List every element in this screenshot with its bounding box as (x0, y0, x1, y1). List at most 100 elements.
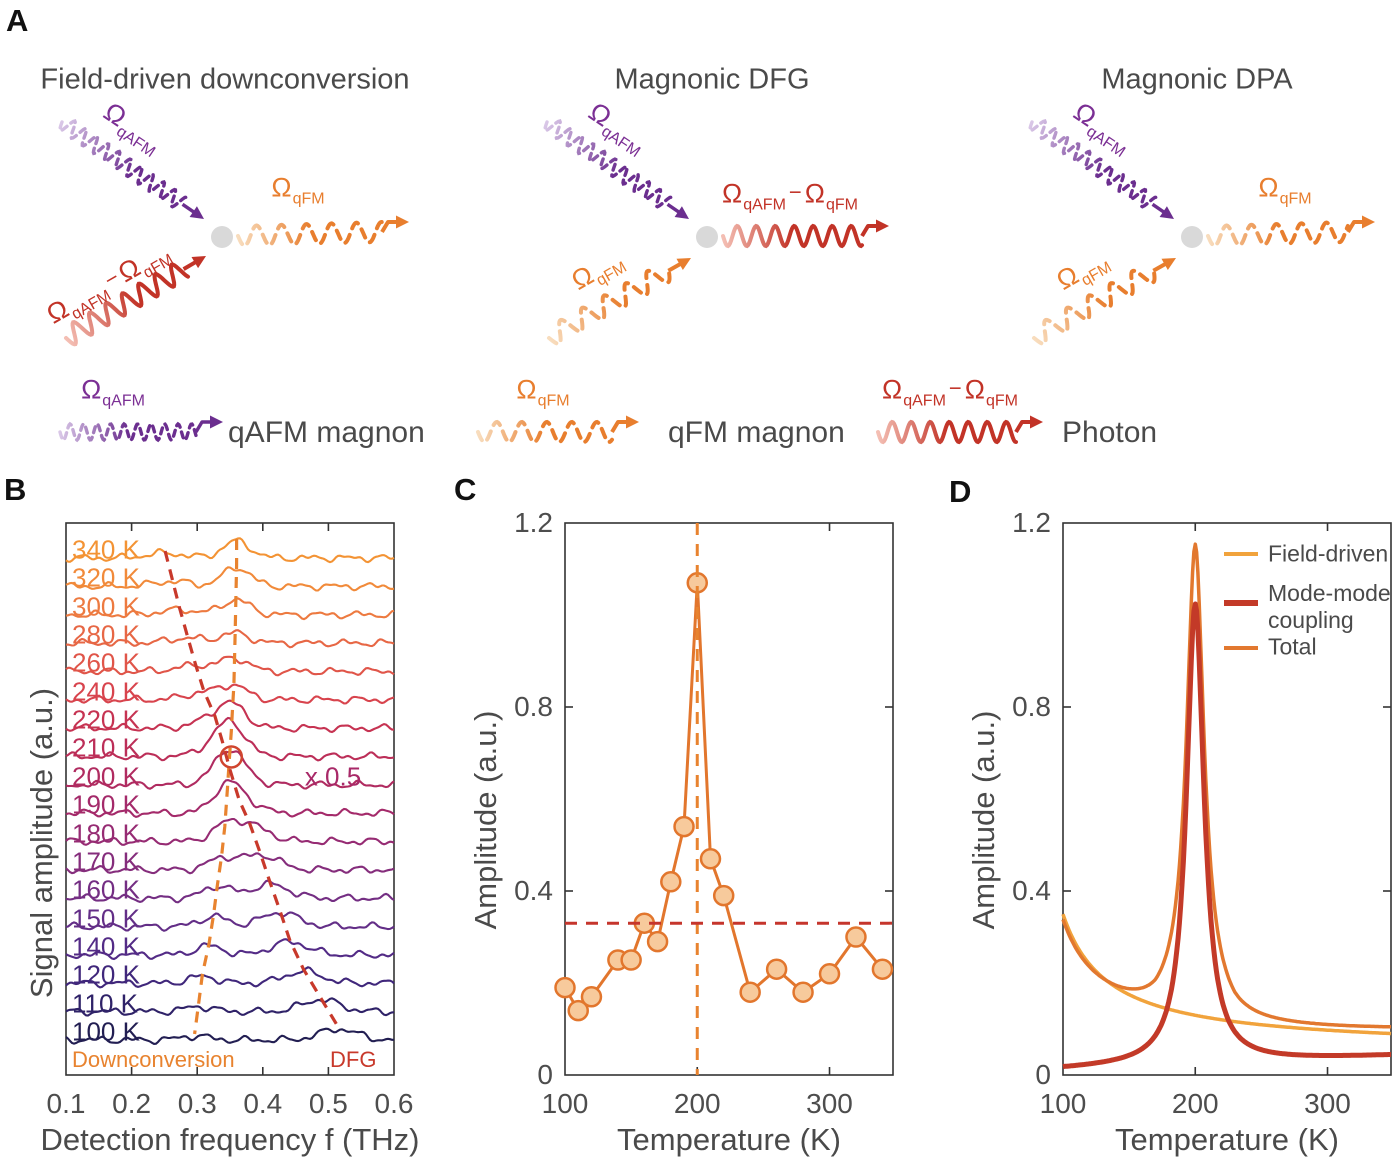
c-xlabel: Temperature (K) (617, 1122, 841, 1157)
omega-subscript: qAFM (743, 196, 786, 214)
b-temp-label: 200 K (72, 761, 140, 792)
c-data-marker (580, 986, 603, 1008)
b-xtick-label: 0.6 (374, 1088, 414, 1119)
omega-label: ΩqFM (1051, 243, 1115, 296)
omega-symbol: Ω (81, 374, 102, 405)
waterfall-trace-210 (65, 716, 395, 762)
b-temp-label: 210 K (72, 732, 140, 763)
c-data-marker (739, 981, 761, 1003)
waterfall-trace-190 (65, 779, 395, 819)
qfm-wave (1032, 268, 1157, 346)
omega-label: ΩqFM (1258, 172, 1311, 208)
omega-label: ΩqAFM (1068, 96, 1138, 161)
c-data-marker (673, 815, 695, 838)
dashed-guide (163, 550, 340, 1028)
diagram-title-magnonic-dfg: Magnonic DFG (614, 63, 810, 96)
b-annotation-scale-note: x 0.5 (304, 761, 362, 792)
omega-label: ΩqFM (566, 243, 630, 296)
waterfall-trace-220 (65, 699, 394, 734)
omega-symbol: Ω (1258, 172, 1279, 203)
legend-name-qafm-magnon: qAFM magnon (228, 416, 425, 449)
c-xtick-label: 100 (541, 1088, 589, 1119)
b-xtick-label: 0.2 (112, 1088, 152, 1119)
qfm-wave (236, 220, 384, 248)
omega-subscript: qAFM (1083, 123, 1129, 162)
crossing-circle-marker (219, 745, 244, 769)
arrowhead (396, 215, 409, 229)
waterfall-trace-120 (65, 966, 395, 989)
d-ytick-label: 0.8 (1012, 691, 1051, 722)
arrowhead (1030, 415, 1043, 429)
c-ytick-label: 1.2 (514, 507, 553, 538)
c-data-marker (660, 871, 682, 893)
c-xtick-label: 200 (673, 1088, 721, 1119)
c-data-marker (765, 958, 788, 980)
b-temp-label: 320 K (72, 562, 140, 593)
omega-label: ΩqAFM (583, 96, 653, 161)
axes-box (65, 522, 395, 1076)
panel-letter-d: D (949, 474, 972, 509)
b-xlabel: Detection frequency f (THz) (40, 1122, 420, 1157)
d-legend-total: Total (1268, 633, 1317, 660)
omega-subscript: qFM (292, 190, 325, 208)
b-annotation-dfg: DFG (330, 1047, 377, 1072)
arrowhead (674, 206, 689, 219)
omega-label: ΩqAFM−ΩqFM (41, 236, 177, 331)
c-data-marker (567, 999, 589, 1022)
vertex-dot (211, 226, 233, 248)
omega-subscript: qAFM (102, 392, 145, 410)
b-xtick-label: 0.3 (177, 1088, 217, 1119)
photon-wave (721, 223, 864, 249)
b-temp-label: 340 K (72, 534, 140, 565)
c-data-marker (620, 949, 642, 971)
c-ytick-label: 0.4 (514, 875, 553, 906)
legend-name-qfm-magnon: qFM magnon (668, 416, 845, 449)
omega-symbol: Ω (566, 259, 599, 296)
omega-subscript: qFM (593, 258, 630, 290)
d-ytick-label: 1.2 (1012, 507, 1051, 538)
omega-label: ΩqAFM (98, 96, 168, 161)
omega-subscript: qFM (537, 392, 570, 410)
omega-symbol: Ω (722, 178, 743, 209)
b-xtick-label: 0.1 (46, 1088, 86, 1119)
arrowhead (1362, 215, 1375, 229)
b-temp-label: 110 K (72, 988, 139, 1019)
arrowhead (676, 258, 691, 271)
arrowhead (210, 415, 223, 429)
d-xtick-label: 100 (1039, 1088, 1087, 1119)
qfm-wave (1206, 220, 1350, 248)
omega-label: ΩqAFM−ΩqFM (722, 178, 858, 214)
c-ytick-label: 0.8 (514, 691, 553, 722)
d-ytick-label: 0.4 (1012, 875, 1051, 906)
panel-letter-a: A (6, 3, 29, 38)
b-temp-label: 120 K (72, 959, 140, 990)
b-annotation-downconversion: Downconversion (72, 1047, 235, 1072)
waterfall-trace-280 (65, 629, 395, 649)
c-data-marker (845, 926, 867, 948)
photon-wave (64, 262, 190, 347)
omega-subscript: qAFM (113, 123, 159, 162)
omega-subscript: qAFM (68, 287, 115, 324)
d-ylabel: Amplitude (a.u.) (966, 710, 1001, 930)
omega-symbol: Ω (271, 172, 292, 203)
waterfall-trace-170 (65, 852, 395, 875)
b-temp-label: 140 K (72, 931, 140, 962)
panel-letter-b: B (4, 472, 27, 507)
c-xtick-label: 300 (806, 1088, 853, 1119)
d-legend-mode-mode-coupling: Mode-mode coupling (1268, 580, 1391, 633)
omega-subscript: qFM (140, 251, 177, 282)
omega-subscript: qFM (1078, 258, 1115, 290)
qafm-wave (58, 421, 198, 443)
qafm-wave (58, 118, 189, 209)
qafm-wave (543, 118, 674, 209)
waterfall-trace-340 (65, 537, 395, 564)
waterfall-trace-240 (65, 683, 395, 705)
b-temp-label: 280 K (72, 619, 140, 650)
omega-symbol: Ω (882, 374, 903, 405)
b-temp-label: 260 K (72, 647, 140, 678)
waterfall-trace-320 (65, 566, 395, 592)
b-temp-label: 150 K (72, 903, 140, 934)
